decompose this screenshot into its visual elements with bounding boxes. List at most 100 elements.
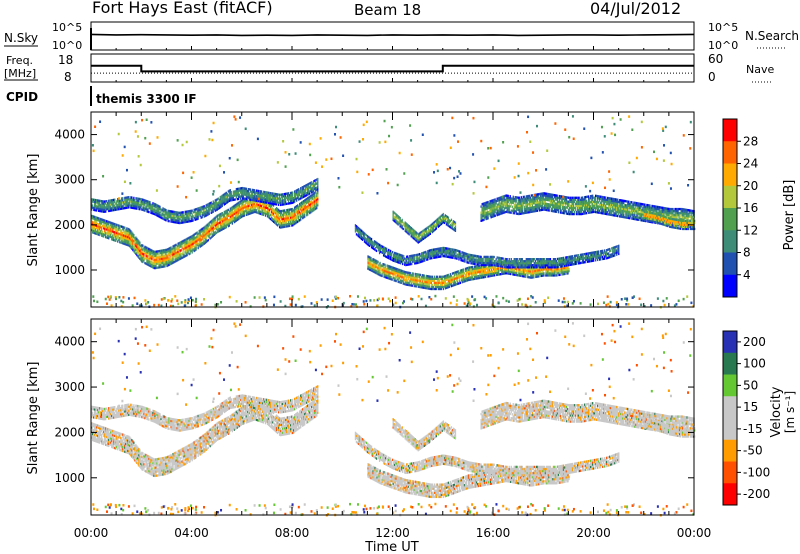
power-cell xyxy=(268,197,271,201)
power-cell xyxy=(202,237,204,240)
power-cell xyxy=(101,220,103,223)
power-cell xyxy=(448,255,450,259)
power-cell xyxy=(133,246,135,249)
power-cell xyxy=(266,211,269,214)
power-cell xyxy=(197,232,199,236)
power-cell xyxy=(248,204,251,207)
power-cell xyxy=(160,208,162,211)
power-cell xyxy=(306,205,308,209)
power-cell xyxy=(233,194,236,197)
power-cell xyxy=(497,271,499,274)
power-cell xyxy=(365,242,368,245)
power-cell xyxy=(132,244,134,248)
power-cell xyxy=(187,210,189,213)
power-cell xyxy=(242,208,245,212)
power-cell xyxy=(172,210,174,213)
power-cell xyxy=(437,247,439,251)
power-cell xyxy=(122,242,124,245)
power-cell xyxy=(216,218,218,222)
power-cell xyxy=(168,257,170,260)
cpid-strip: CPID themis 3300 IF xyxy=(6,86,197,106)
power-cell xyxy=(541,268,543,271)
power-cell xyxy=(292,201,294,204)
power-cell xyxy=(205,238,207,242)
power-cell xyxy=(408,273,410,277)
power-cell xyxy=(272,212,275,215)
power-cell xyxy=(309,195,311,198)
power-cell xyxy=(229,199,231,202)
power-cell xyxy=(405,277,407,280)
power-cell xyxy=(469,268,472,271)
power-cell xyxy=(464,267,467,271)
power-cell xyxy=(446,249,448,252)
power-cell xyxy=(289,195,292,199)
power-cell xyxy=(144,251,146,255)
power-cell xyxy=(450,250,452,253)
power-cell xyxy=(221,194,223,197)
power-cell xyxy=(230,214,233,218)
power-cell xyxy=(176,221,178,224)
power-cell xyxy=(187,212,189,215)
power-cell xyxy=(535,267,537,270)
power-cell xyxy=(141,246,143,249)
power-cell xyxy=(219,219,221,222)
power-cell xyxy=(206,231,208,235)
power-cell xyxy=(254,197,257,200)
power-cell xyxy=(442,246,444,250)
power-cell xyxy=(106,224,108,227)
power-cell xyxy=(470,274,473,277)
power-cell xyxy=(95,216,97,219)
power-cell xyxy=(229,191,231,194)
power-cell xyxy=(149,205,151,208)
power-cell xyxy=(132,240,134,244)
power-cell xyxy=(206,211,208,215)
power-cell xyxy=(302,196,304,199)
power-cell xyxy=(108,199,110,202)
power-cell xyxy=(103,225,105,228)
power-cell xyxy=(136,251,138,255)
power-cell xyxy=(392,276,394,280)
power-cell xyxy=(395,256,397,259)
power-cell xyxy=(174,244,176,247)
power-cell xyxy=(397,280,399,283)
power-cell xyxy=(387,270,389,274)
power-cell xyxy=(236,202,239,205)
power-cell xyxy=(243,193,246,196)
power-cell xyxy=(157,252,159,255)
power-cell xyxy=(461,276,464,280)
power-cell xyxy=(128,236,130,239)
power-cell xyxy=(99,221,101,224)
power-cell xyxy=(270,200,273,203)
power-cell xyxy=(371,263,373,266)
power-cell xyxy=(261,203,264,206)
power-cell xyxy=(416,275,418,278)
power-cell xyxy=(225,195,227,199)
power-cell xyxy=(195,232,197,235)
power-cell xyxy=(133,204,135,208)
nsky-tick-bottom: 10^0 xyxy=(52,39,82,52)
power-cell xyxy=(272,198,275,201)
power-cell xyxy=(430,285,432,289)
power-cell xyxy=(529,276,531,279)
power-cell xyxy=(503,272,505,275)
power-cell xyxy=(391,268,393,271)
power-cell xyxy=(489,255,491,259)
power-cell xyxy=(390,265,392,269)
power-cell xyxy=(154,205,156,208)
power-cell xyxy=(122,227,124,231)
power-cell xyxy=(110,205,112,208)
power-cell xyxy=(112,207,114,210)
power-cell xyxy=(161,212,163,216)
power-cell xyxy=(468,274,471,277)
power-cell xyxy=(97,201,99,204)
power-cell xyxy=(475,271,478,274)
power-cell xyxy=(542,272,544,275)
power-cell xyxy=(370,242,373,245)
power-cell xyxy=(455,279,458,282)
power-cell xyxy=(385,268,387,271)
power-cell xyxy=(297,210,299,213)
power-cell xyxy=(560,267,562,270)
power-cell xyxy=(185,250,187,253)
power-cell xyxy=(370,244,373,247)
power-cell xyxy=(428,249,430,253)
